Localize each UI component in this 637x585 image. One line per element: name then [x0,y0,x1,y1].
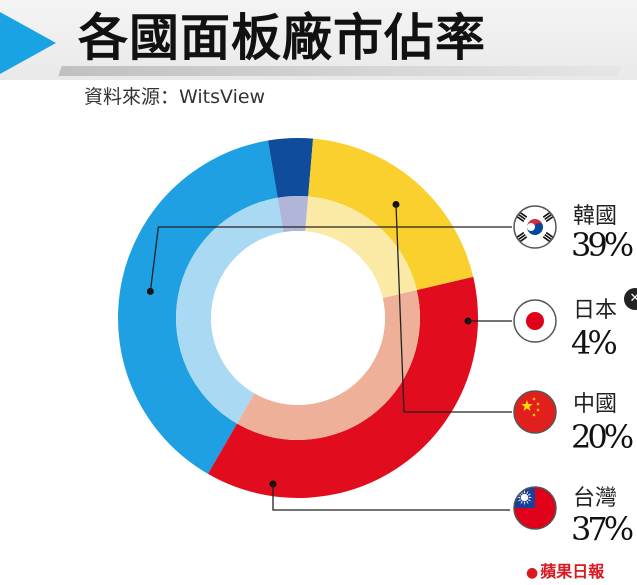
slice-inner-korea [176,197,284,424]
taiwan-flag-icon [513,486,557,530]
slice-inner-china [305,196,417,299]
japan-flag-icon [513,299,557,343]
leader-line-china [395,204,512,413]
apple-icon: ● [526,565,539,581]
slice-china [308,138,474,291]
leader-line-taiwan [272,484,510,511]
close-icon[interactable]: ✕ [624,288,637,310]
legend-name-korea: 韓國 [573,204,618,229]
legend-pct-japan: 4% [571,324,618,362]
slice-inner-taiwan [237,290,420,440]
brand-logo: ● 蘋果日報 [526,558,604,582]
page-title: 各國面板廠市佔率 [78,8,486,67]
legend-name-china: 中國 [573,392,618,417]
slice-inner-japan [277,196,309,233]
slice-japan [267,138,314,198]
donut-hole [211,231,385,405]
slice-korea [118,140,278,474]
legend-name-taiwan: 台灣 [573,486,618,511]
title-band [0,0,637,80]
legend-pct-taiwan: 37% [571,510,634,548]
leader-line-korea [149,226,512,292]
south-korea-flag-icon [513,205,557,249]
legend-pct-china: 20% [571,418,634,456]
source-note: 資料來源：WitsView [84,86,266,108]
legend-name-japan: 日本 [573,298,618,323]
legend-pct-korea: 39% [571,226,634,264]
china-flag-icon [513,390,557,434]
brand-name: 蘋果日報 [540,562,605,581]
slice-taiwan [208,276,478,498]
title-arrow-icon [0,12,56,74]
